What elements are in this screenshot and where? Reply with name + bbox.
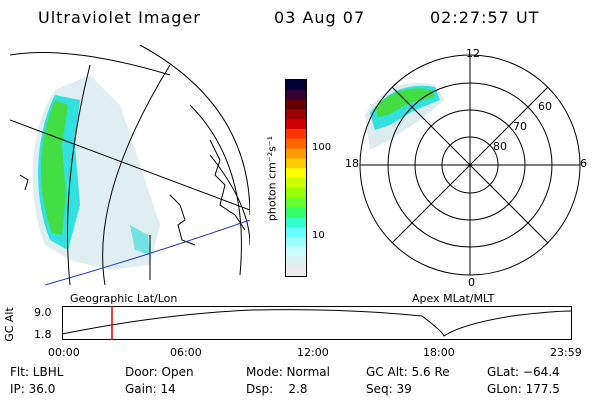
colorbar-segment — [286, 236, 306, 248]
colorbar-segment — [286, 138, 306, 150]
colorbar-segment — [286, 256, 306, 267]
colorbar-border — [285, 79, 307, 277]
time-tick-0600: 06:00 — [170, 346, 202, 359]
colorbar-tick-100: 100 — [312, 142, 332, 153]
colorbar-segment — [286, 80, 306, 91]
mlt-label-12: 12 — [466, 47, 480, 60]
time-tick-1200: 12:00 — [297, 346, 329, 359]
colorbar-segment — [286, 227, 306, 238]
colorbar-segment — [286, 266, 306, 277]
colorbar-segment — [286, 246, 306, 257]
lat-label-80: 80 — [493, 140, 507, 153]
time-tick-2359: 23:59 — [550, 346, 582, 359]
colorbar-segment — [286, 89, 306, 101]
info-dsp: Dsp: 2.8 — [246, 382, 308, 396]
mlt-label-0: 0 — [468, 276, 475, 289]
geographic-caption: Geographic Lat/Lon — [70, 292, 178, 305]
colorbar-segment — [286, 129, 306, 140]
geographic-map — [10, 45, 250, 285]
time-tick-1800: 18:00 — [423, 346, 455, 359]
colorbar-segment — [286, 207, 306, 218]
info-gcalt: GC Alt: 5.6 Re — [366, 365, 450, 379]
colorbar-segment — [286, 148, 306, 159]
observation-date: 03 Aug 07 — [274, 8, 366, 27]
polar-caption: Apex MLat/MLT — [412, 292, 495, 305]
alt-tick-max: 9.0 — [34, 306, 52, 319]
info-flt: Flt: LBHL — [10, 365, 64, 379]
info-glon: GLon: 177.5 — [487, 382, 560, 396]
instrument-title: Ultraviolet Imager — [38, 8, 201, 27]
timeline-axis-label: GC Alt — [2, 307, 16, 342]
colorbar-segment — [286, 197, 306, 208]
colorbar-segment — [286, 168, 306, 179]
colorbar-unit-label: photon cm⁻²s⁻¹ — [265, 135, 279, 222]
info-glat: GLat: −64.4 — [487, 365, 560, 379]
info-ip: IP: 36.0 — [10, 382, 56, 396]
alt-tick-min: 1.8 — [34, 328, 52, 341]
altitude-timeline — [62, 306, 572, 340]
lat-label-70: 70 — [513, 120, 527, 133]
colorbar-tick-10: 10 — [312, 230, 325, 241]
mlt-label-18: 18 — [345, 157, 359, 170]
time-tick-0000: 00:00 — [48, 346, 80, 359]
colorbar-segment — [286, 217, 306, 228]
lat-label-60: 60 — [538, 100, 552, 113]
info-seq: Seq: 39 — [366, 382, 412, 396]
info-door: Door: Open — [125, 365, 194, 379]
info-gain: Gain: 14 — [125, 382, 176, 396]
colorbar-segment — [286, 158, 306, 169]
colorbar-segment — [286, 99, 306, 110]
color-scale-bar — [285, 79, 307, 277]
colorbar-segment — [286, 178, 306, 189]
mlt-label-6: 6 — [580, 157, 587, 170]
colorbar-segment — [286, 109, 306, 120]
info-mode: Mode: Normal — [246, 365, 330, 379]
observation-time: 02:27:57 UT — [430, 8, 540, 27]
polar-mlt-plot — [359, 54, 581, 276]
colorbar-segment — [286, 187, 306, 199]
colorbar-segment — [286, 119, 306, 130]
